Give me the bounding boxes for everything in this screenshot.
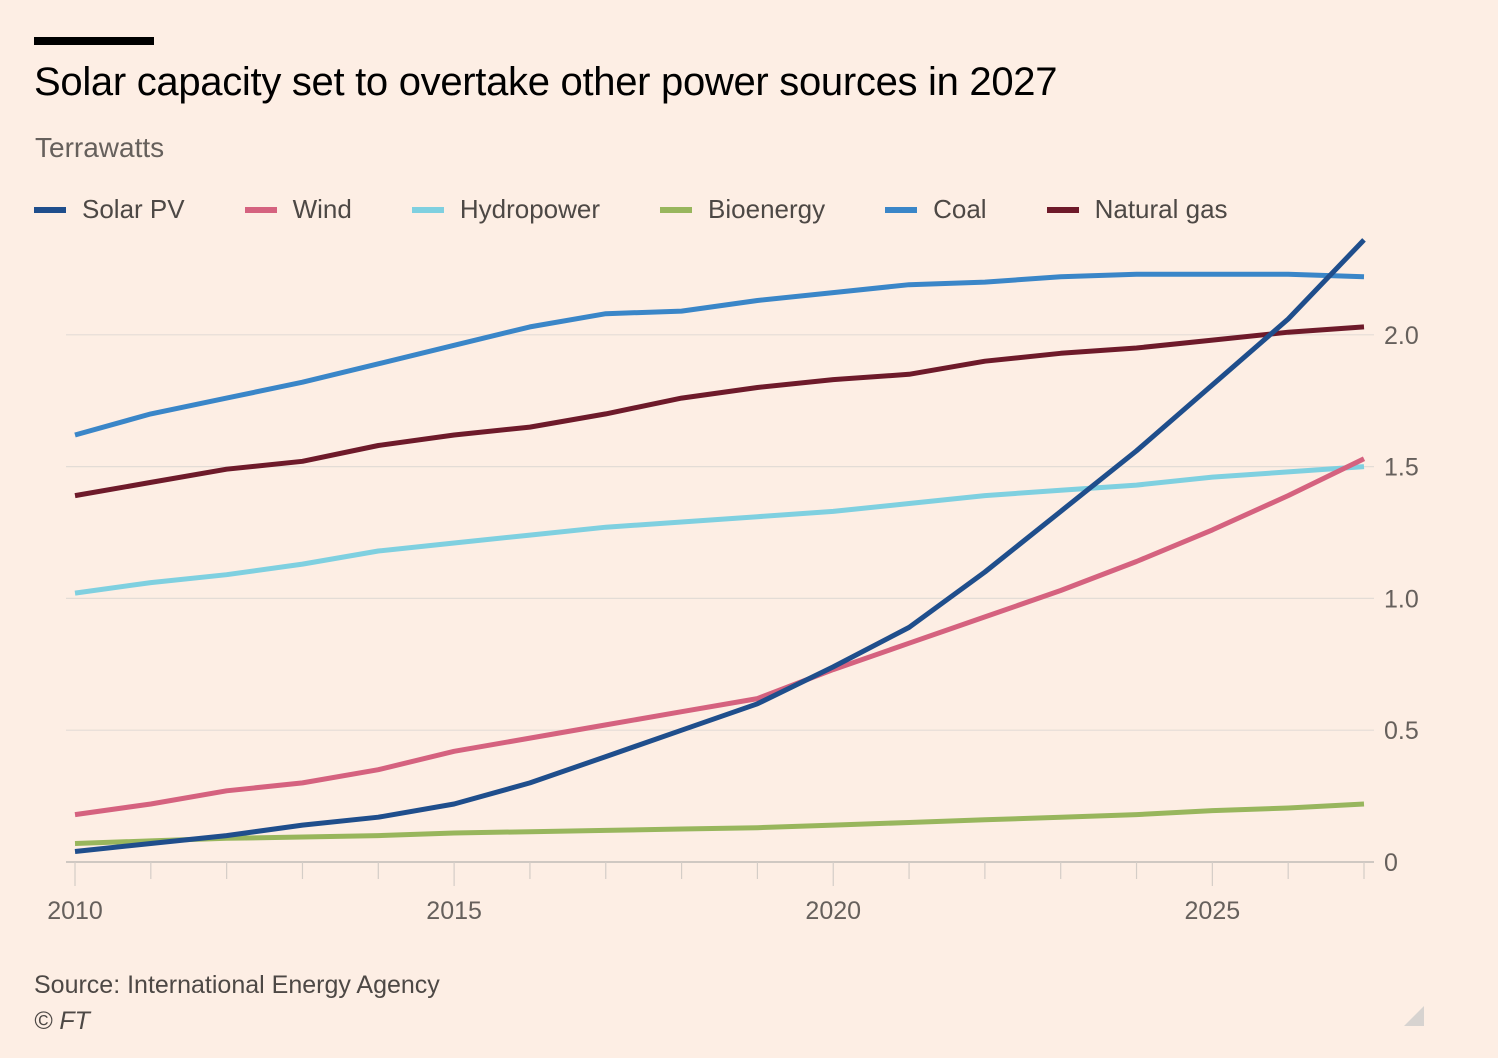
copyright-note: © FT bbox=[34, 1007, 90, 1035]
chart-title: Solar capacity set to overtake other pow… bbox=[34, 60, 1058, 104]
legend-label: Bioenergy bbox=[708, 194, 826, 224]
legend-item-bioenergy[interactable]: Bioenergy bbox=[660, 194, 825, 225]
legend-swatch-icon bbox=[660, 206, 693, 213]
y-tick-label: 0.5 bbox=[1384, 717, 1419, 745]
y-tick-label: 1.0 bbox=[1384, 585, 1419, 613]
resize-handle-icon[interactable] bbox=[1404, 1006, 1424, 1026]
legend-item-solar-pv[interactable]: Solar PV bbox=[34, 194, 185, 225]
source-note: Source: International Energy Agency bbox=[34, 971, 440, 999]
series-line-wind bbox=[74, 456, 1366, 818]
legend-swatch-icon bbox=[885, 206, 918, 213]
series-line-bioenergy bbox=[74, 801, 1365, 846]
legend: Solar PV Wind Hydropower Bioenergy Coal Natur… bbox=[34, 194, 1288, 225]
y-tick-label: 0 bbox=[1384, 849, 1398, 877]
line-chart: 0 0.5 1.0 1.5 2.0 2010 2015 2020 2025 bbox=[47, 238, 1419, 925]
x-tick-label: 2015 bbox=[426, 897, 482, 925]
legend-swatch-icon bbox=[1046, 206, 1079, 213]
series-line-solar-pv bbox=[74, 238, 1366, 854]
legend-item-coal[interactable]: Coal bbox=[885, 194, 987, 225]
legend-item-natural-gas[interactable]: Natural gas bbox=[1046, 194, 1228, 225]
legend-swatch-icon bbox=[411, 206, 444, 213]
legend-item-hydropower[interactable]: Hydropower bbox=[411, 194, 601, 225]
series-line-coal bbox=[74, 271, 1365, 438]
y-tick-label: 1.5 bbox=[1384, 454, 1419, 482]
y-tick-label: 2.0 bbox=[1384, 322, 1419, 350]
x-tick-label: 2020 bbox=[805, 897, 861, 925]
header-accent-bar bbox=[34, 37, 154, 45]
legend-label: Hydropower bbox=[459, 194, 601, 224]
series-line-natural-gas bbox=[74, 324, 1365, 499]
legend-item-wind[interactable]: Wind bbox=[244, 194, 352, 225]
x-tick-label: 2025 bbox=[1185, 897, 1241, 925]
legend-label: Natural gas bbox=[1094, 194, 1228, 224]
legend-swatch-icon bbox=[244, 206, 277, 213]
legend-label: Coal bbox=[933, 194, 987, 224]
series-line-hydropower bbox=[74, 464, 1365, 596]
legend-label: Wind bbox=[292, 194, 352, 224]
legend-label: Solar PV bbox=[82, 194, 185, 224]
chart-subtitle: Terrawatts bbox=[35, 132, 165, 163]
legend-swatch-icon bbox=[34, 206, 66, 213]
x-tick-label: 2010 bbox=[47, 897, 103, 925]
